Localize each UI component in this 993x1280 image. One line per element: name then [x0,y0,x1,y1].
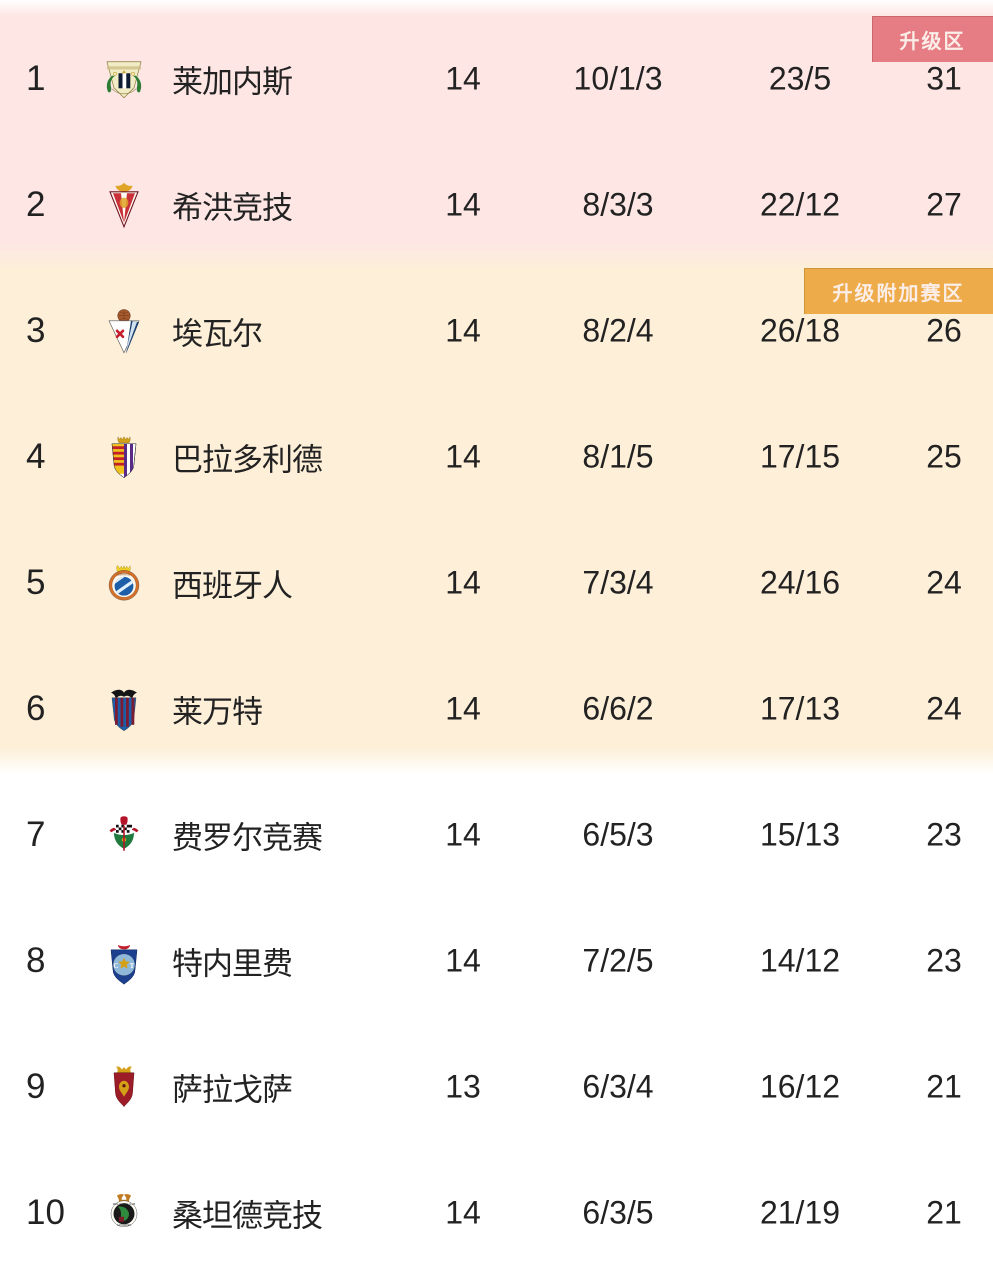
svg-text:C: C [113,962,118,970]
svg-text:T: T [130,962,135,970]
svg-text:ESPANYOL: ESPANYOL [117,573,131,576]
svg-text:SANTANDER: SANTANDER [117,1224,131,1227]
svg-text:REAL RACING CLUB: REAL RACING CLUB [113,1203,136,1206]
